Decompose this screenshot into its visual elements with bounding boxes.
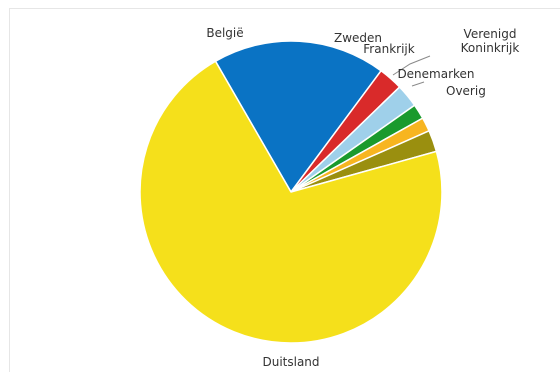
label-duitsland: Duitsland xyxy=(262,355,319,369)
leader-lines xyxy=(392,55,431,87)
label-denemarken: Denemarken xyxy=(397,67,474,81)
leader-line-verenigd-koninkrijk xyxy=(392,55,431,76)
label-belgie: België xyxy=(206,26,243,40)
label-frankrijk: Frankrijk xyxy=(363,42,414,56)
pie-slices xyxy=(139,40,443,344)
label-verenigd-koninkrijk: Verenigd Koninkrijk xyxy=(461,27,520,55)
slice-belgie xyxy=(214,40,382,193)
slice-duitsland xyxy=(139,60,443,344)
label-zweden: Zweden xyxy=(334,31,382,45)
chart-border xyxy=(9,8,560,372)
label-overig: Overig xyxy=(446,84,486,98)
leader-line-denemarken xyxy=(411,81,425,87)
